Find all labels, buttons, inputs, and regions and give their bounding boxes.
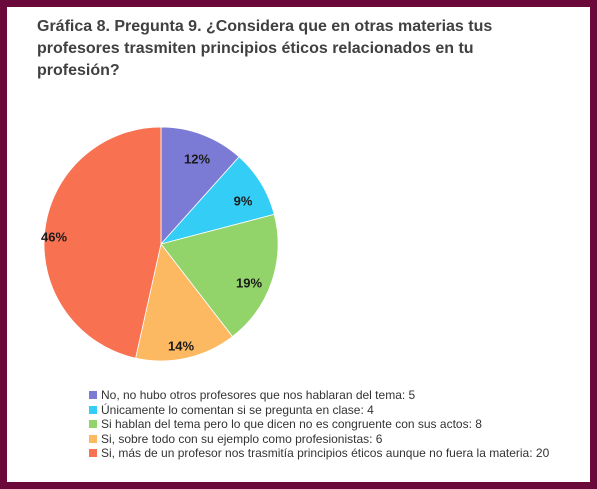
legend-label: No, no hubo otros profesores que nos hab… bbox=[101, 388, 416, 402]
legend-swatch bbox=[89, 405, 97, 414]
pie-slice-5 bbox=[43, 126, 162, 359]
legend-item-4: Si, sobre todo con su ejemplo como profe… bbox=[89, 432, 589, 447]
chart-legend: No, no hubo otros profesores que nos hab… bbox=[89, 388, 589, 461]
pie-slice-3 bbox=[160, 213, 279, 338]
legend-label: Si hablan del tema pero lo que dicen no … bbox=[101, 417, 482, 431]
legend-swatch bbox=[89, 391, 97, 400]
legend-swatch bbox=[89, 434, 97, 443]
legend-swatch bbox=[89, 449, 97, 458]
chart-title-line-2: profesores trasmiten principios éticos r… bbox=[37, 40, 474, 79]
pie-slice-1 bbox=[160, 126, 240, 246]
pie-data-label-1: 12% bbox=[184, 151, 210, 166]
pie-chart: 12% 9% 19% 14% 46% bbox=[41, 126, 279, 362]
legend-item-1: No, no hubo otros profesores que nos hab… bbox=[89, 388, 589, 403]
legend-item-5: Si, más de un profesor nos trasmitía pri… bbox=[89, 446, 589, 461]
pie-data-label-2: 9% bbox=[234, 193, 253, 208]
chart-title: Gráfica 8. Pregunta 9. ¿Considera que en… bbox=[37, 16, 517, 82]
legend-label: Únicamente lo comentan si se pregunta en… bbox=[101, 402, 374, 417]
pie-data-label-3: 19% bbox=[236, 275, 262, 290]
pie-data-label-5: 46% bbox=[41, 229, 67, 244]
legend-label: Si, sobre todo con su ejemplo como profe… bbox=[101, 431, 383, 446]
legend-swatch bbox=[89, 420, 97, 429]
pie-data-label-4: 14% bbox=[168, 338, 194, 353]
legend-item-2: Únicamente lo comentan si se pregunta en… bbox=[89, 403, 589, 418]
legend-item-3: Si hablan del tema pero lo que dicen no … bbox=[89, 417, 589, 432]
chart-title-line-1: Gráfica 8. Pregunta 9. ¿Considera que en… bbox=[37, 18, 493, 35]
chart-frame: Gráfica 8. Pregunta 9. ¿Considera que en… bbox=[7, 7, 590, 482]
pie-slice-4 bbox=[135, 243, 234, 362]
legend-label: Si, más de un profesor nos trasmitía pri… bbox=[101, 446, 550, 460]
